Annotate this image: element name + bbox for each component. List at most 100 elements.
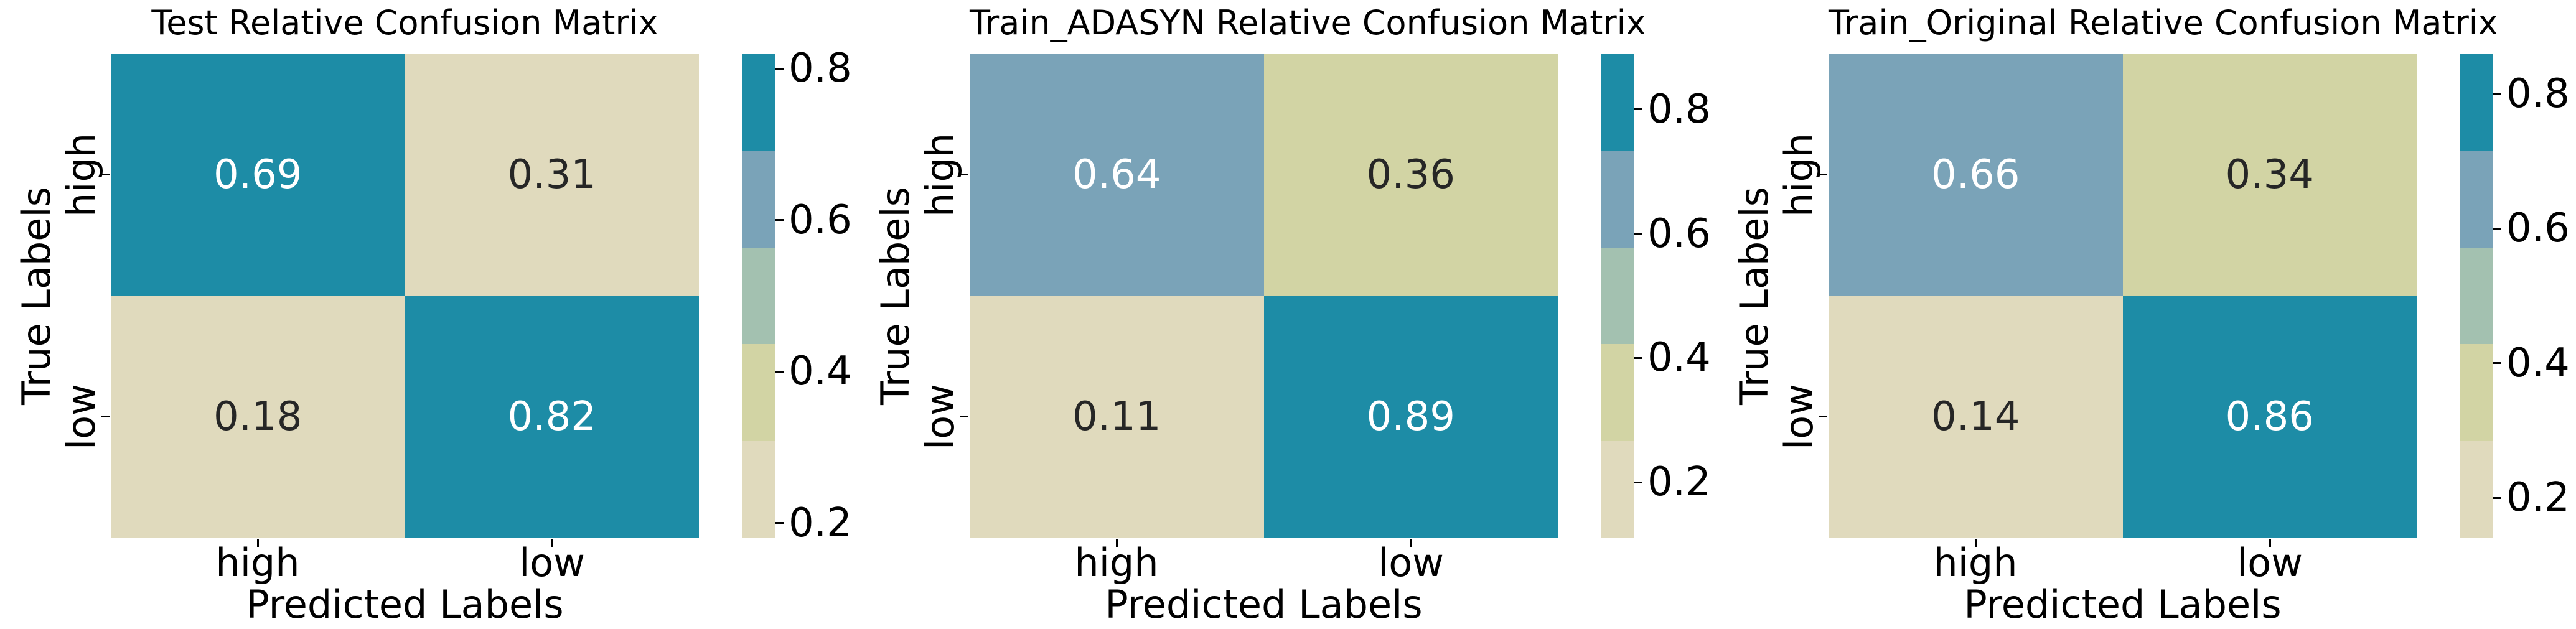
cell-value: 0.18 — [213, 394, 302, 440]
x-tick-mark — [1116, 539, 1118, 547]
colorbar-tick-label: 0.8 — [1647, 86, 1711, 133]
colorbar-tick-mark — [1634, 108, 1642, 111]
x-axis-label: Predicted Labels — [1105, 582, 1423, 627]
x-axis-label: Predicted Labels — [1964, 582, 2282, 627]
cell-value: 0.66 — [1931, 151, 2020, 198]
heatmap-grid: 0.69 0.31 0.18 0.82 — [111, 54, 699, 538]
y-tick-mark — [960, 174, 968, 175]
colorbar-tick-mark — [2493, 362, 2501, 365]
colorbar-band — [742, 150, 775, 248]
colorbar-tick-mark — [1634, 356, 1642, 359]
colorbar-band — [1601, 344, 1634, 442]
colorbar — [2460, 54, 2493, 538]
cell-value: 0.11 — [1072, 394, 1161, 440]
colorbar-band — [2460, 150, 2493, 248]
heatmap-cell-r1c1: 0.89 — [1263, 296, 1558, 538]
colorbar-ticks: 0.8 0.6 0.4 0.2 — [1634, 54, 1717, 538]
colorbar-tick-label: 0.8 — [2506, 70, 2570, 117]
cell-value: 0.82 — [507, 394, 597, 440]
heatmap-cell-r0c1: 0.36 — [1263, 54, 1558, 296]
colorbar-tick-mark — [2493, 93, 2501, 95]
y-tick-mark — [1819, 174, 1827, 175]
x-tick-label-low: low — [519, 540, 585, 585]
cell-value: 0.86 — [2225, 394, 2315, 440]
cell-value: 0.64 — [1072, 151, 1161, 198]
x-tick-mark — [257, 539, 259, 547]
heatmap-cell-r0c0: 0.69 — [111, 54, 405, 296]
heatmap-grid: 0.64 0.36 0.11 0.89 — [970, 54, 1558, 538]
colorbar-ticks: 0.8 0.6 0.4 0.2 — [2493, 54, 2575, 538]
colorbar-tick-label: 0.4 — [2506, 340, 2570, 386]
colorbar-tick-label: 0.2 — [1647, 459, 1711, 506]
y-tick-mark — [1819, 416, 1827, 417]
y-tick-label-low: low — [59, 384, 104, 450]
x-tick-label-high: high — [1074, 540, 1159, 585]
y-tick-label-low: low — [1776, 384, 1822, 450]
colorbar-band — [1601, 150, 1634, 248]
x-tick-mark — [1410, 539, 1412, 547]
panel-train-adasyn: Train_ADASYN Relative Confusion Matrix T… — [859, 0, 1717, 629]
colorbar-band — [742, 54, 775, 151]
colorbar-tick-mark — [1634, 233, 1642, 235]
colorbar-band — [2460, 54, 2493, 151]
colorbar-band — [1601, 247, 1634, 345]
x-tick-mark — [551, 539, 553, 547]
y-tick-mark — [101, 416, 110, 417]
colorbar-band — [2460, 247, 2493, 345]
colorbar-tick-label: 0.2 — [789, 500, 852, 546]
y-axis-label: True Labels — [14, 187, 59, 405]
colorbar-tick-mark — [775, 219, 784, 221]
heatmap-cell-r0c1: 0.31 — [405, 54, 699, 296]
colorbar-tick-label: 0.6 — [789, 197, 852, 243]
colorbar-tick-mark — [2493, 496, 2501, 499]
y-axis-label: True Labels — [1731, 187, 1777, 405]
heatmap-cell-r1c0: 0.11 — [970, 296, 1264, 538]
colorbar — [1601, 54, 1634, 538]
y-tick-label-high: high — [59, 133, 104, 217]
y-tick-label-high: high — [1776, 133, 1822, 217]
x-tick-label-low: low — [1378, 540, 1444, 585]
chart-title: Test Relative Confusion Matrix — [151, 3, 658, 42]
colorbar-tick-label: 0.8 — [789, 45, 852, 92]
heatmap-cell-r1c1: 0.82 — [405, 296, 699, 538]
colorbar-band — [742, 247, 775, 345]
colorbar-band — [2460, 441, 2493, 538]
panel-train-original: Train_Original Relative Confusion Matrix… — [1718, 0, 2576, 629]
colorbar-tick-label: 0.6 — [2506, 205, 2570, 252]
cell-value: 0.31 — [507, 151, 597, 198]
colorbar-tick-mark — [775, 370, 784, 373]
colorbar-tick-mark — [1634, 481, 1642, 483]
colorbar-band — [742, 344, 775, 442]
colorbar-tick-label: 0.4 — [1647, 335, 1711, 381]
colorbar-tick-label: 0.6 — [1647, 210, 1711, 257]
cell-value: 0.89 — [1366, 394, 1456, 440]
colorbar-ticks: 0.8 0.6 0.4 0.2 — [775, 49, 858, 543]
colorbar-tick-label: 0.4 — [789, 348, 852, 395]
heatmap-cell-r1c0: 0.14 — [1829, 296, 2123, 538]
colorbar-band — [2460, 344, 2493, 442]
y-tick-label-low: low — [917, 384, 963, 450]
cell-value: 0.14 — [1931, 394, 2020, 440]
colorbar-band — [1601, 54, 1634, 151]
colorbar-tick-mark — [775, 67, 784, 70]
x-tick-label-low: low — [2237, 540, 2303, 585]
x-tick-mark — [1975, 539, 1977, 547]
cell-value: 0.34 — [2225, 151, 2315, 198]
y-axis-label: True Labels — [873, 187, 918, 405]
heatmap-grid: 0.66 0.34 0.14 0.86 — [1829, 54, 2417, 538]
colorbar-tick-label: 0.2 — [2506, 475, 2570, 521]
heatmap-cell-r0c0: 0.66 — [1829, 54, 2123, 296]
heatmap-cell-r1c1: 0.86 — [2122, 296, 2417, 538]
colorbar-band — [1601, 441, 1634, 538]
cell-value: 0.69 — [213, 151, 302, 198]
colorbar — [742, 54, 775, 538]
heatmap-cell-r0c1: 0.34 — [2122, 54, 2417, 296]
colorbar-tick-mark — [775, 522, 784, 524]
y-tick-mark — [960, 416, 968, 417]
chart-title: Train_ADASYN Relative Confusion Matrix — [970, 3, 1646, 42]
colorbar-band — [742, 441, 775, 538]
x-axis-label: Predicted Labels — [246, 582, 564, 627]
x-tick-mark — [2269, 539, 2271, 547]
heatmap-cell-r1c0: 0.18 — [111, 296, 405, 538]
